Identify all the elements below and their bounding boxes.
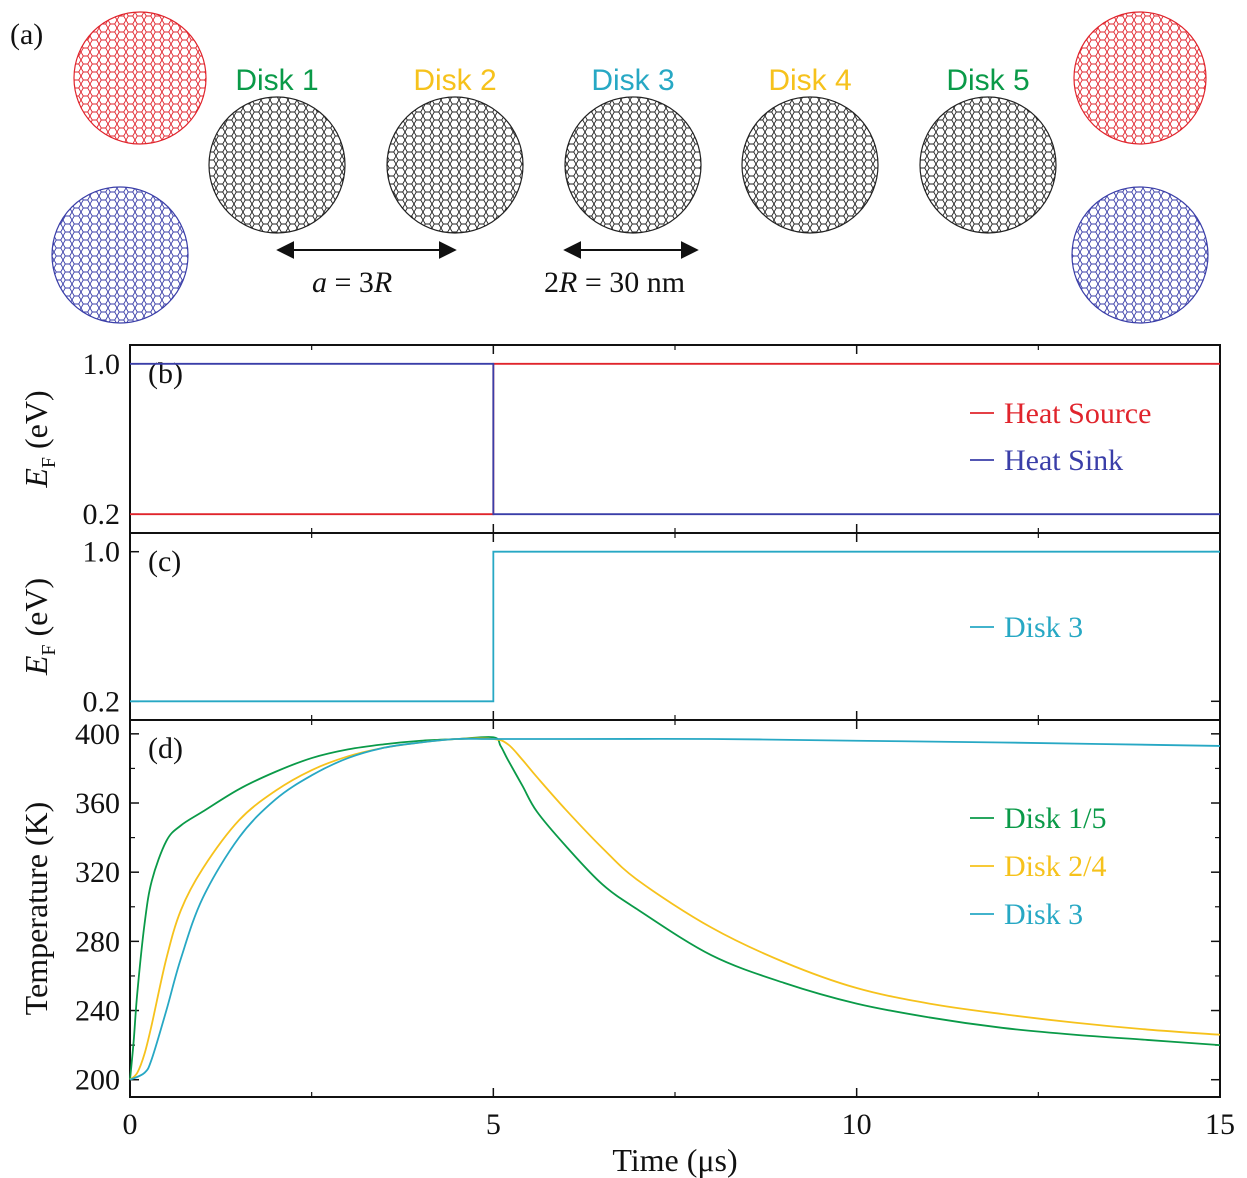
- disk-array: Disk 1 Disk 2 Disk 3 Disk 4 Disk 5: [208, 64, 1057, 234]
- y-tick-label: 0.2: [83, 498, 121, 531]
- y-axis-label: Temperature (K): [18, 802, 54, 1016]
- spacing-a: a: [312, 266, 327, 299]
- y-tick-label: 280: [75, 925, 120, 958]
- legend-label: Heat Source: [1004, 397, 1151, 430]
- y-label-main: E: [18, 655, 54, 676]
- diameter-r: R: [558, 266, 577, 299]
- panel-label: (d): [148, 732, 183, 765]
- x-tick-label: 0: [123, 1108, 138, 1141]
- disk-label-3: Disk 3: [591, 64, 674, 97]
- y-tick-label: 0.2: [83, 685, 121, 718]
- spacing-r: R: [373, 266, 392, 299]
- heat-source-flake-right: [1073, 11, 1207, 145]
- series-line-disk-2-4: [129, 737, 1221, 1081]
- legend-label: Disk 3: [1004, 611, 1083, 644]
- disk-label-5: Disk 5: [946, 64, 1029, 97]
- diameter-annotation: 2R = 30 nm: [544, 266, 685, 299]
- diameter-rest: = 30 nm: [577, 266, 685, 299]
- y-label-main: E: [18, 468, 54, 489]
- y-label-sub: F: [38, 644, 60, 655]
- y-tick-label: 1.0: [83, 348, 121, 381]
- disk-label-2: Disk 2: [413, 64, 496, 97]
- panel-d-chart: 200 240 280 320 360 400 (d) Temperature (K) Disk…: [18, 718, 1235, 1178]
- graphene-disk-4: [741, 96, 879, 234]
- y-label-sub: F: [38, 457, 60, 468]
- heat-sink-flake-right: [1071, 186, 1209, 324]
- series-line-heat-sink: [130, 362, 1220, 516]
- panel-label: (b): [148, 357, 183, 390]
- y-label-unit: (eV): [18, 390, 54, 457]
- series-line-disk-3: [130, 550, 1220, 703]
- panel-a-label: (a): [10, 18, 43, 51]
- series-line-heat-source: [130, 362, 1220, 516]
- y-tick-label: 320: [75, 856, 120, 889]
- spacing-eq: = 3: [327, 266, 374, 299]
- heat-source-flake-left: [73, 11, 207, 145]
- x-tick-label: 15: [1205, 1108, 1235, 1141]
- graphene-disk-2: [386, 96, 524, 234]
- legend-label: Heat Sink: [1004, 444, 1123, 477]
- panel-b-chart: 0.2 1.0 (b) EF (eV) Heat Source Heat Sink: [18, 344, 1221, 534]
- y-tick-label: 240: [75, 995, 120, 1028]
- plot-frame: [129, 344, 1221, 534]
- x-tick-label: 10: [842, 1108, 872, 1141]
- panel-a: (a) Disk 1 Disk 2 Disk 3 Disk 4 Disk 5 a = 3…: [10, 11, 1209, 324]
- y-tick-label: 200: [75, 1064, 120, 1097]
- y-tick-label: 1.0: [83, 536, 121, 569]
- y-axis-label: EF (eV): [18, 390, 60, 488]
- series-line-disk-3: [129, 737, 1221, 1081]
- legend-label: Disk 2/4: [1004, 850, 1107, 883]
- heat-sink-flake-left: [51, 186, 189, 324]
- y-label-unit: (eV): [18, 578, 54, 645]
- graphene-disk-3: [564, 96, 702, 234]
- disk-label-1: Disk 1: [235, 64, 318, 97]
- x-tick-label: 5: [486, 1108, 501, 1141]
- graphene-disk-1: [208, 96, 346, 234]
- legend-label: Disk 1/5: [1004, 802, 1107, 835]
- legend-label: Disk 3: [1004, 898, 1083, 931]
- disk-label-4: Disk 4: [768, 64, 851, 97]
- diameter-prefix: 2: [544, 266, 559, 299]
- panel-label: (c): [148, 545, 181, 578]
- panel-c-chart: 0.2 1.0 (c) EF (eV) Disk 3: [18, 532, 1221, 721]
- graphene-disk-5: [919, 96, 1057, 234]
- y-axis-label: EF (eV): [18, 578, 60, 676]
- y-tick-label: 400: [75, 718, 120, 751]
- spacing-annotation: a = 3R: [312, 266, 392, 299]
- x-axis-label: Time (μs): [612, 1142, 737, 1178]
- y-tick-label: 360: [75, 787, 120, 820]
